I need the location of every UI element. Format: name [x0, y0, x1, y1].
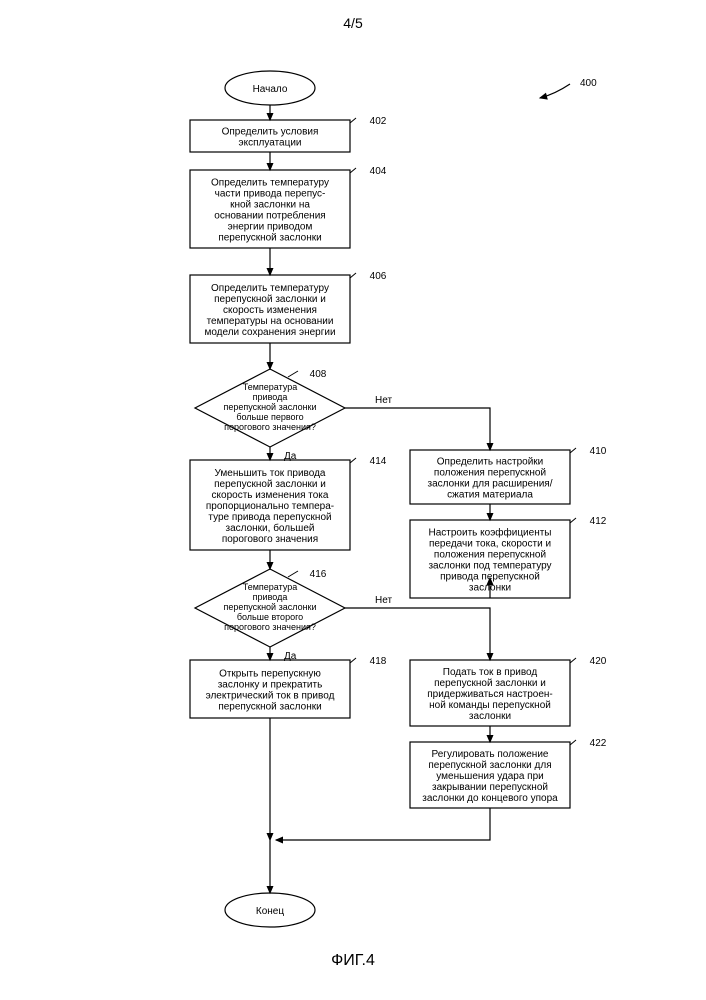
svg-text:416: 416 [310, 569, 327, 580]
ref-arrow-400: 400 [540, 78, 597, 98]
ref-n402: 402 [370, 116, 387, 127]
svg-text:Начало: Начало [253, 84, 288, 95]
svg-text:Уменьшить ток приводаперепускн: Уменьшить ток приводаперепускной заслонк… [206, 468, 334, 545]
svg-text:Регулировать положениеперепуск: Регулировать положениеперепускной заслон… [422, 749, 558, 804]
ref-n414: 414 [370, 456, 387, 467]
svg-text:Нет: Нет [375, 395, 392, 406]
ref-n420: 420 [590, 656, 607, 667]
ref-n418: 418 [370, 656, 387, 667]
ref-n422: 422 [590, 738, 607, 749]
svg-text:Нет: Нет [375, 595, 392, 606]
svg-text:Открыть перепускнуюзаслонку и: Открыть перепускнуюзаслонку и прекратить… [206, 669, 335, 713]
ref-n410: 410 [590, 446, 607, 457]
svg-text:Конец: Конец [256, 906, 284, 917]
svg-text:Определить температуруперепуск: Определить температуруперепускной заслон… [204, 283, 335, 338]
svg-text:Да: Да [284, 651, 297, 662]
ref-n406: 406 [370, 271, 387, 282]
flowchart-canvas: 4/5 400 НачалоОпределить условияэксплуат… [0, 0, 706, 1000]
svg-text:408: 408 [310, 369, 327, 380]
flow-layer: НачалоОпределить условияэксплуатации402О… [190, 71, 607, 927]
ref-n412: 412 [590, 516, 607, 527]
ref-n404: 404 [370, 166, 387, 177]
svg-text:400: 400 [580, 78, 597, 89]
page-header: 4/5 [343, 15, 363, 31]
figure-label: ФИГ.4 [331, 952, 375, 969]
svg-text:Определить температуручасти пр: Определить температуручасти привода пере… [211, 178, 329, 244]
svg-text:Да: Да [284, 451, 297, 462]
